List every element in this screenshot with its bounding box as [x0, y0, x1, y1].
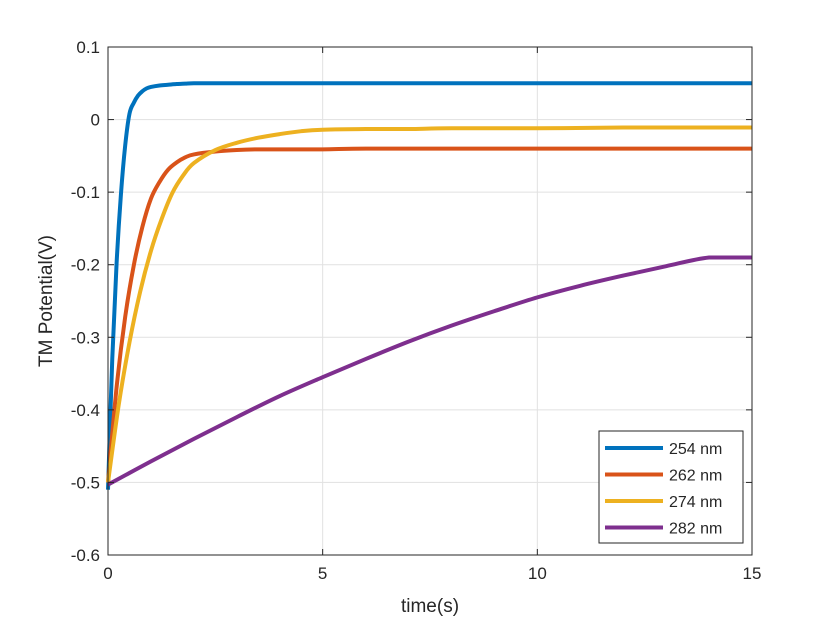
- y-tick-label: -0.5: [71, 473, 100, 492]
- series-line-262-nm: [106, 146, 752, 483]
- y-tick-label: 0.1: [76, 38, 100, 57]
- y-axis-label: TM Potential(V): [36, 235, 57, 367]
- y-tick-label: 0: [91, 111, 100, 130]
- plot-frame: [107, 46, 753, 556]
- legend: 254 nm 262 nm 274 nm 282 nm: [598, 430, 744, 544]
- series-line-254-nm: [106, 81, 752, 490]
- axis-ticks: [107, 46, 753, 556]
- y-tick-label: -0.4: [71, 401, 100, 420]
- series-line-282-nm: [107, 255, 752, 487]
- x-tick-label: 10: [528, 564, 547, 583]
- legend-label: 254 nm: [669, 441, 722, 458]
- legend-entries: 254 nm 262 nm 274 nm 282 nm: [605, 441, 722, 538]
- y-tick-label: -0.6: [71, 546, 100, 565]
- x-tick-label: 15: [743, 564, 762, 583]
- y-tick-label: -0.1: [71, 183, 100, 202]
- axis-tick-labels: 0 5 10 15 0.1 0 -0.1 -0.2 -0.3 -0.4 -0.5 -0.6: [71, 38, 762, 583]
- series-line-274-nm: [106, 125, 752, 483]
- x-tick-label: 5: [318, 564, 327, 583]
- x-axis-label: time(s): [401, 596, 459, 617]
- legend-label: 282 nm: [669, 521, 722, 538]
- y-tick-label: -0.2: [71, 256, 100, 275]
- series-lines: [106, 81, 752, 490]
- y-tick-label: -0.3: [71, 328, 100, 347]
- x-tick-label: 0: [103, 564, 112, 583]
- legend-label: 262 nm: [669, 468, 722, 485]
- legend-label: 274 nm: [669, 494, 722, 511]
